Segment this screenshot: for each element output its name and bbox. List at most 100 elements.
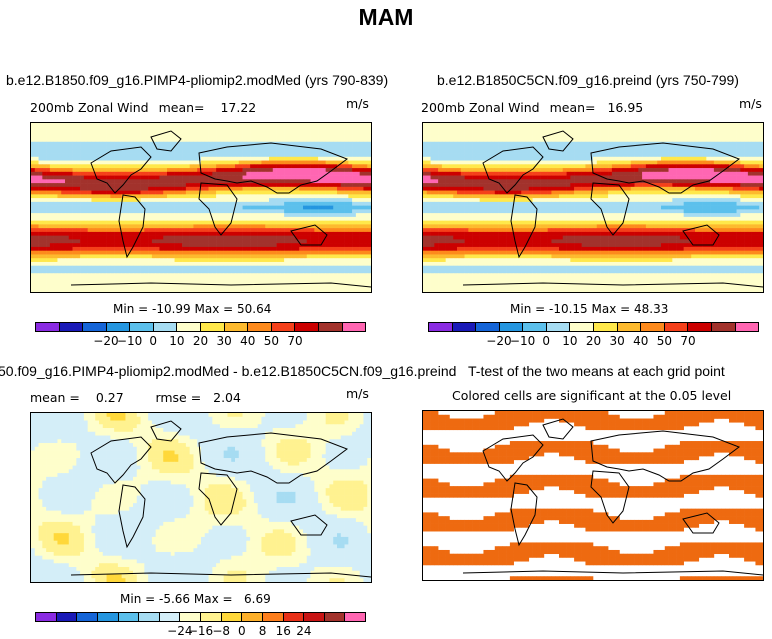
map-cell [216,175,221,180]
map-cell [53,160,58,165]
map-cell [219,145,224,150]
map-cell [352,134,357,139]
map-cell [76,134,81,139]
map-cell [140,134,145,139]
map-cell [706,130,711,135]
map-cell [491,123,496,128]
map-cell [155,254,160,259]
panel1-variable: 200mb Zonal Wind [30,100,149,115]
map-cell [672,149,677,154]
map-cell [46,186,51,191]
map-cell [76,261,81,267]
map-cell [457,138,462,143]
map-cell [359,213,364,218]
map-cell [197,123,202,128]
map-cell [261,153,266,158]
map-cell [189,126,194,131]
map-cell [83,145,88,150]
map-cell [125,246,130,251]
panel2-mean-label: mean= [549,100,596,115]
map-cell [310,175,315,180]
map-cell [348,220,353,225]
map-cell [117,141,122,146]
map-cell [46,258,51,263]
map-cell [687,123,692,128]
map-cell [363,258,368,263]
map-cell [284,171,289,176]
map-cell [265,276,270,282]
map-cell [80,123,85,128]
map-cell [87,254,92,259]
map-cell [340,134,345,139]
map-cell [99,194,104,199]
map-cell [68,288,73,292]
map-cell [547,145,552,150]
map-cell [185,168,190,173]
map-cell [468,156,473,161]
map-cell [117,168,122,173]
map-cell [223,261,228,267]
map-cell [155,149,160,154]
map-cell [235,261,240,267]
map-cell [348,205,353,210]
map-cell [144,265,149,270]
map-cell [494,123,499,128]
map-cell [61,145,66,150]
map-cell [189,250,194,255]
map-cell [355,145,360,150]
map-cell [83,209,88,214]
map-cell [318,228,323,233]
map-cell [91,138,96,143]
map-cell [144,130,149,135]
map-cell [72,186,77,191]
map-cell [329,246,334,251]
map-cell [551,141,556,146]
map-cell [140,250,145,255]
map-cell [216,209,221,214]
map-cell [532,134,537,139]
map-cell [121,164,126,169]
map-cell [42,273,47,278]
map-cell [72,156,77,161]
map-cell [340,258,345,263]
map-cell [121,194,126,199]
map-cell [155,168,160,173]
map-cell [49,156,54,161]
map-cell [246,156,251,161]
map-cell [253,175,258,180]
map-cell [645,134,650,139]
map-cell [61,235,66,240]
map-cell [106,276,111,282]
map-cell [333,213,338,218]
map-cell [174,246,179,251]
map-cell [99,261,104,267]
map-cell [178,186,183,191]
map-cell [117,138,122,143]
map-cell [193,250,198,255]
map-cell [197,145,202,150]
map-cell [600,130,605,135]
map-cell [201,228,206,233]
map-cell [80,239,85,244]
map-cell [295,261,300,267]
map-cell [83,258,88,263]
map-cell [457,123,462,128]
map-cell [121,265,126,270]
map-cell [333,123,338,128]
map-cell [99,186,104,191]
map-cell [340,186,345,191]
map-cell [174,228,179,233]
map-cell [159,273,164,278]
map-cell [223,209,228,214]
map-cell [280,175,285,180]
map-cell [570,126,575,131]
map-cell [212,261,217,267]
map-cell [657,156,662,161]
map-cell [219,126,224,131]
map-cell [167,228,172,233]
map-cell [76,254,81,259]
map-cell [121,130,126,135]
map-cell [133,141,138,146]
map-cell [310,160,315,165]
map-cell [117,153,122,158]
